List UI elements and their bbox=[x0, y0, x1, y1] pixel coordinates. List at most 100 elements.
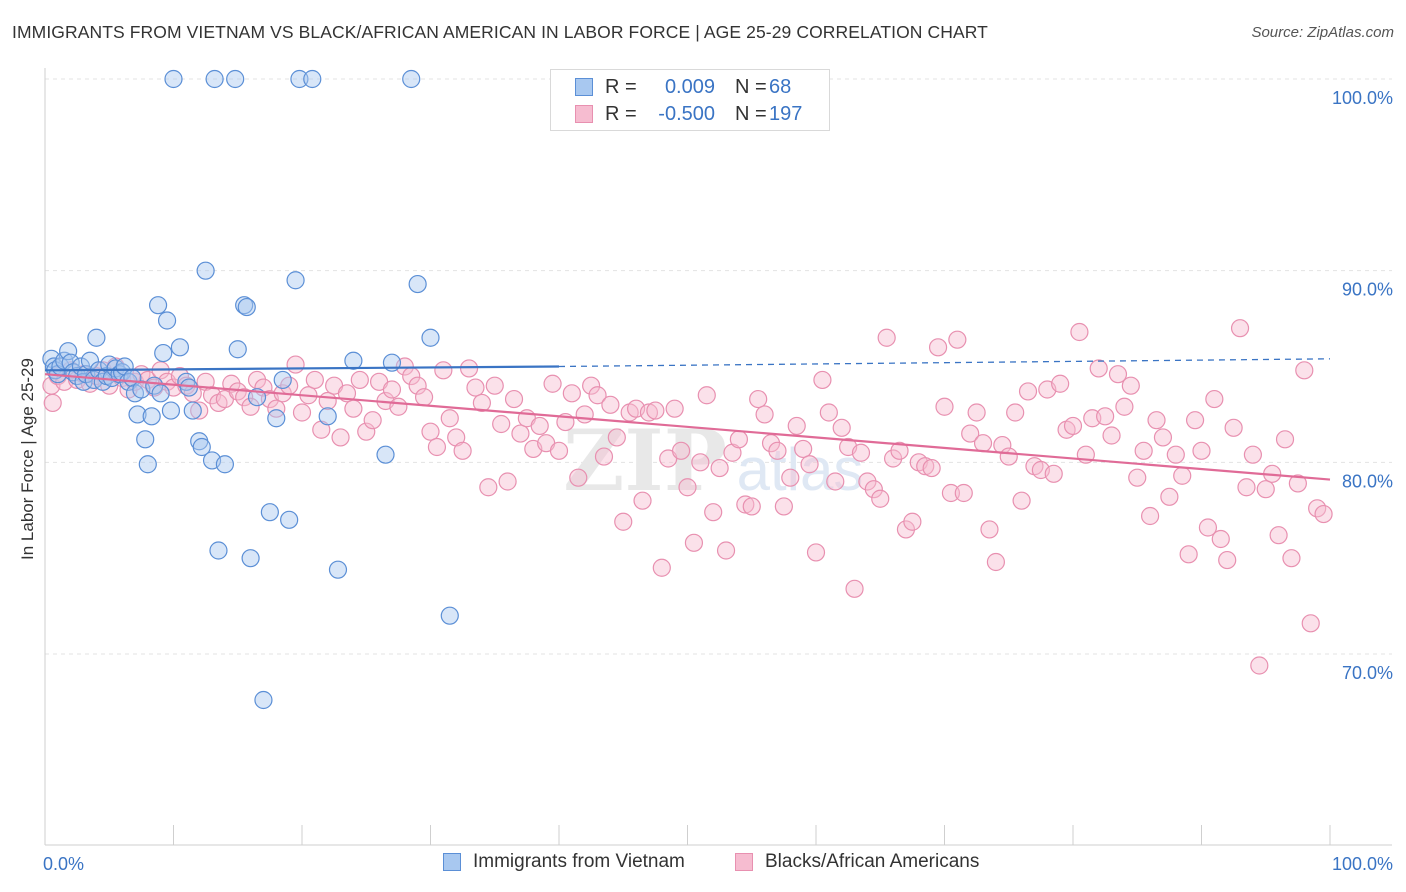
legend-r-value: 0.009 bbox=[664, 75, 715, 98]
point-blacks bbox=[890, 441, 909, 460]
point-blacks bbox=[948, 330, 967, 349]
legend-r-label: R = bbox=[605, 102, 637, 125]
legend-n-label: N = bbox=[735, 75, 767, 98]
point-blacks bbox=[607, 428, 626, 447]
point-blacks bbox=[813, 370, 832, 390]
point-blacks bbox=[1108, 365, 1128, 384]
point-vietnam bbox=[196, 261, 215, 280]
point-vietnam bbox=[128, 405, 147, 424]
point-blacks bbox=[877, 328, 896, 347]
point-blacks bbox=[1256, 480, 1275, 499]
grid-lines bbox=[45, 78, 1392, 655]
point-blacks bbox=[980, 520, 999, 539]
point-vietnam bbox=[59, 342, 78, 361]
point-blacks bbox=[190, 401, 209, 420]
point-vietnam bbox=[157, 311, 177, 330]
point-blacks bbox=[350, 370, 369, 390]
point-blacks bbox=[1018, 382, 1038, 401]
correlation-legend: R = 0.009 N = 68 R = -0.500 N = 197 bbox=[550, 69, 830, 131]
point-blacks bbox=[832, 418, 851, 437]
point-blacks bbox=[1153, 428, 1173, 447]
point-blacks bbox=[678, 478, 697, 497]
bottom-legend-vietnam: Immigrants from Vietnam bbox=[443, 851, 685, 873]
trend-lines bbox=[44, 358, 1331, 481]
y-tick-label: 80.0% bbox=[1342, 471, 1393, 491]
point-blacks bbox=[716, 541, 736, 560]
point-blacks bbox=[1295, 361, 1314, 380]
point-blacks bbox=[267, 399, 286, 418]
point-blacks bbox=[1269, 526, 1288, 545]
point-vietnam bbox=[254, 690, 273, 710]
point-blacks bbox=[440, 409, 459, 428]
point-blacks bbox=[1160, 487, 1179, 506]
point-blacks bbox=[633, 491, 652, 510]
point-vietnam bbox=[148, 296, 168, 315]
point-blacks bbox=[434, 361, 453, 380]
point-blacks bbox=[504, 389, 524, 409]
point-blacks bbox=[1198, 518, 1218, 537]
point-blacks bbox=[1185, 411, 1205, 430]
point-vietnam bbox=[241, 549, 260, 568]
point-vietnam bbox=[421, 328, 440, 347]
point-blacks bbox=[967, 403, 986, 422]
point-blacks bbox=[826, 472, 845, 491]
point-vietnam bbox=[408, 274, 427, 294]
y-tick-label: 90.0% bbox=[1342, 280, 1393, 300]
point-blacks bbox=[543, 374, 562, 393]
y-tick-label: 70.0% bbox=[1342, 663, 1393, 683]
point-blacks bbox=[1173, 466, 1192, 485]
trend-line-blacks bbox=[44, 373, 1331, 481]
bottom-legend-swatch-blacks bbox=[735, 853, 753, 871]
legend-swatch-blacks bbox=[575, 105, 593, 123]
trend-line-vietnam-dashed bbox=[558, 358, 1331, 368]
point-blacks bbox=[1282, 549, 1301, 568]
point-blacks bbox=[1288, 474, 1307, 493]
point-blacks bbox=[459, 359, 479, 378]
bottom-legend-label-vietnam: Immigrants from Vietnam bbox=[473, 851, 685, 872]
point-blacks bbox=[235, 388, 254, 407]
point-blacks bbox=[1218, 550, 1237, 570]
point-vietnam bbox=[290, 69, 309, 89]
point-blacks bbox=[1147, 411, 1166, 430]
point-blacks bbox=[1063, 416, 1083, 436]
point-blacks bbox=[357, 422, 376, 441]
point-blacks bbox=[986, 552, 1006, 572]
point-blacks bbox=[800, 455, 819, 474]
point-blacks bbox=[492, 414, 511, 434]
point-blacks bbox=[588, 386, 607, 405]
point-blacks bbox=[582, 376, 601, 395]
bottom-legend-swatch-vietnam bbox=[443, 853, 461, 871]
point-blacks bbox=[1250, 656, 1269, 675]
point-blacks bbox=[787, 416, 806, 436]
point-vietnam bbox=[209, 541, 228, 560]
legend-r-value: -0.500 bbox=[658, 102, 715, 125]
legend-n-label: N = bbox=[735, 102, 767, 125]
point-blacks bbox=[749, 389, 768, 409]
point-blacks bbox=[1051, 374, 1070, 393]
point-blacks bbox=[614, 512, 633, 531]
point-blacks bbox=[479, 478, 498, 497]
point-blacks bbox=[639, 403, 659, 422]
point-blacks bbox=[742, 497, 761, 516]
point-blacks bbox=[871, 489, 890, 508]
point-blacks bbox=[935, 397, 954, 416]
point-blacks bbox=[1102, 426, 1121, 445]
point-blacks bbox=[755, 405, 774, 424]
point-blacks bbox=[729, 430, 749, 449]
y-tick-label: 100.0% bbox=[1332, 88, 1393, 108]
point-blacks bbox=[1205, 389, 1224, 409]
legend-row-blacks: R = -0.500 N = 197 bbox=[575, 101, 802, 127]
point-vietnam bbox=[237, 297, 256, 317]
point-blacks bbox=[1211, 529, 1230, 549]
point-blacks bbox=[1224, 418, 1243, 437]
point-blacks bbox=[43, 393, 62, 413]
point-blacks bbox=[999, 447, 1018, 466]
point-blacks bbox=[472, 393, 491, 413]
point-vietnam bbox=[235, 296, 254, 315]
point-blacks bbox=[928, 338, 948, 357]
point-vietnam bbox=[303, 69, 322, 89]
point-vietnam bbox=[142, 407, 161, 426]
y-axis-label: In Labor Force | Age 25-29 bbox=[18, 358, 37, 560]
point-blacks bbox=[389, 397, 408, 416]
point-blacks bbox=[710, 458, 729, 478]
